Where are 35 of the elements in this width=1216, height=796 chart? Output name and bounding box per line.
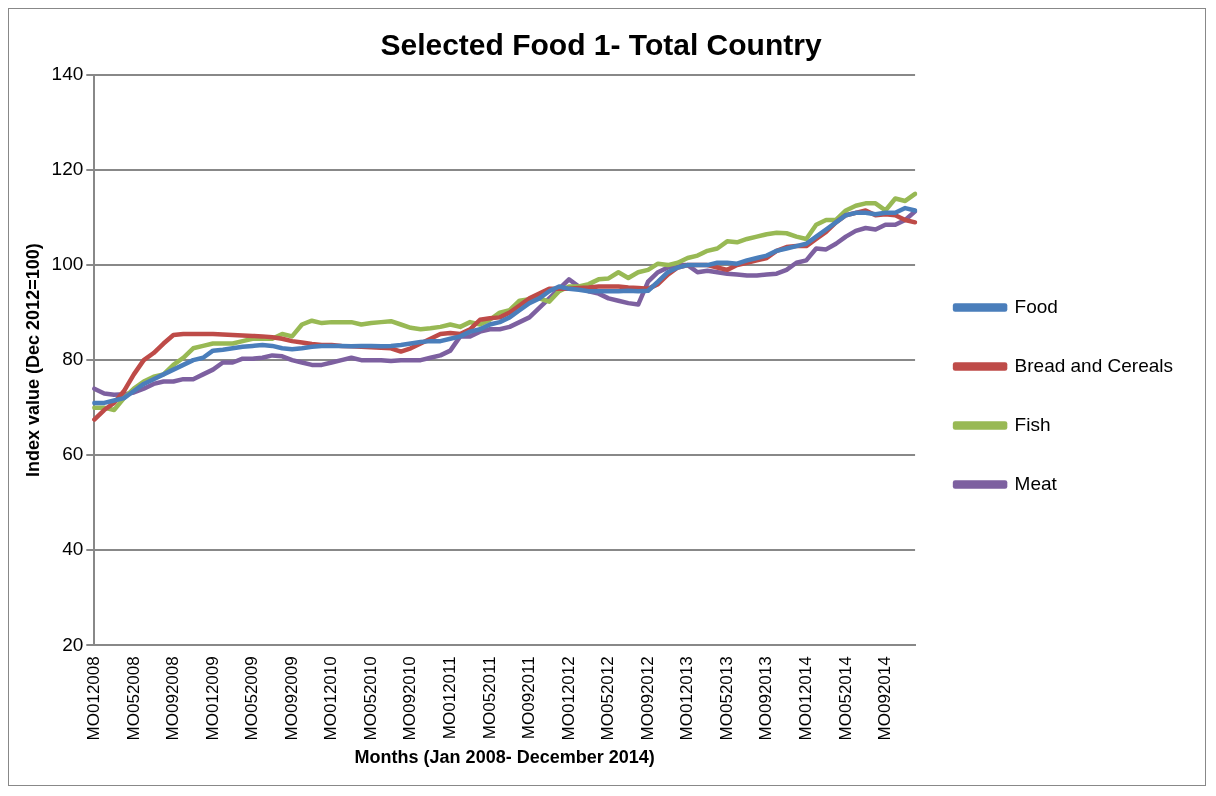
x-tick-label: MO012013 [677,656,697,741]
legend-label: Food [1014,295,1058,317]
legend-label: Meat [1014,472,1058,494]
y-tick-label: 40 [62,538,84,560]
x-tick-label: MO052012 [598,656,618,741]
x-tick-label: MO092014 [875,656,895,741]
legend-label: Bread and Cereals [1014,354,1174,376]
x-tick-label: MO052014 [835,656,855,741]
x-tick-label: MO052009 [242,656,262,741]
x-tick-label: MO092010 [400,656,420,741]
y-tick-label: 60 [62,443,84,465]
x-tick-label: MO012009 [202,656,222,741]
x-tick-label: MO092012 [637,656,657,741]
chart-title: Selected Food 1- Total Country [380,28,822,62]
y-tick-label: 120 [51,158,84,180]
x-tick-label: MO012010 [321,656,341,741]
x-tick-label: MO052010 [360,656,380,741]
x-tick-label: MO092009 [281,656,301,741]
x-tick-label: MO092013 [756,656,776,741]
x-tick-label: MO012012 [558,656,578,741]
x-tick-label: MO052013 [716,656,736,741]
x-tick-label: MO012008 [83,656,103,741]
x-tick-label: MO012014 [795,656,815,741]
legend-label: Fish [1014,413,1051,435]
y-axis-title: Index value (Dec 2012=100) [22,243,43,477]
x-axis-title: Months (Jan 2008- December 2014) [354,747,655,768]
y-tick-label: 100 [51,253,84,275]
y-tick-label: 20 [62,633,84,655]
y-tick-label: 80 [62,348,84,370]
x-tick-label: MO012011 [439,656,459,740]
x-tick-label: MO092011 [519,656,539,740]
y-tick-label: 140 [51,63,84,85]
x-tick-label: MO052011 [479,656,499,740]
x-tick-label: MO052008 [123,656,143,741]
x-tick-label: MO092008 [163,656,183,741]
